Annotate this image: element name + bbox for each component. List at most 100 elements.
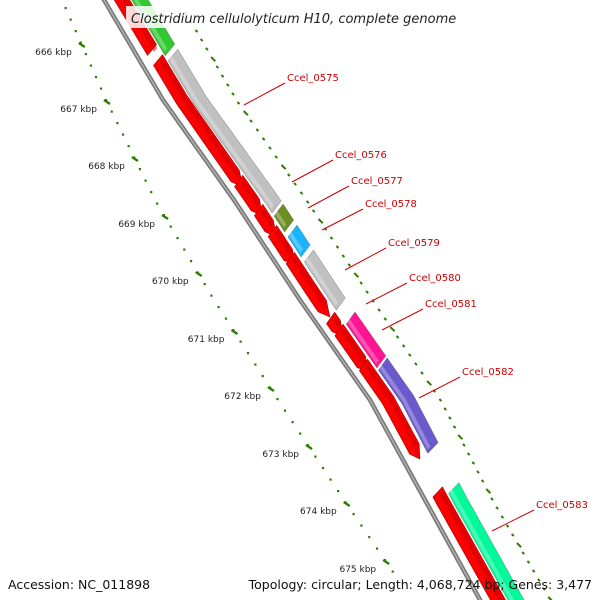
gene-leader-line [307,185,350,209]
feature-block [448,482,525,600]
ruler-dot [144,179,147,182]
outer-ruler-tick [438,398,443,402]
ruler-dot [121,133,125,136]
ruler-dot [110,110,113,113]
gene-label[interactable]: Ccel_0576 [335,150,387,161]
feature-track [131,0,525,600]
ruler-dot [368,536,371,539]
kbp-tick-label: 672 kbp [224,392,261,402]
outer-ruler-tick [426,380,432,386]
outer-ruler-tick [521,551,525,555]
ruler-dot [69,18,72,21]
outer-ruler-tick [249,119,253,123]
ruler-dot [79,41,82,44]
gene-label[interactable]: Ccel_0581 [425,299,477,310]
cds-feature [359,358,421,460]
outer-ruler-tick [311,209,316,213]
ruler-dot [254,363,257,366]
kbp-major-tick [343,501,351,507]
feature-block [345,311,387,369]
kbp-tick-label: 673 kbp [262,450,299,460]
feature-block [167,48,282,214]
cds-shade [292,256,328,308]
gene-label[interactable]: Ccel_0575 [287,73,339,84]
kbp-tick-label: 666 kbp [35,48,72,58]
ruler-dot [169,225,172,228]
feature-highlight [273,208,287,228]
outer-ruler-tick [377,308,381,312]
map-title: Clostridium cellulolyticum H10, complete… [131,12,456,27]
ruler-dot [299,432,302,435]
outer-ruler-tick [215,65,220,69]
outer-ruler-tick [293,182,297,186]
kbp-major-tick [230,329,239,335]
kbp-major-tick [194,271,203,277]
outer-ruler-tick [383,317,388,321]
cds-shade [439,490,505,600]
outer-ruler-tick [226,83,230,87]
ruler-dot [156,202,159,205]
kbp-major-tick [161,214,169,220]
ruler-dot [321,467,325,470]
kbp-tick-label: 670 kbp [152,277,189,287]
outer-ruler-tick [199,38,204,42]
gene-label[interactable]: Ccel_0583 [536,500,588,511]
feature-block [378,357,439,454]
kbp-tick-label: 674 kbp [300,507,337,517]
backbone-highlight [103,0,481,600]
outer-ruler-tick [457,434,464,440]
outer-ruler-tick [452,425,457,429]
gene-leader-line [418,376,461,399]
feature-highlight [287,229,303,253]
outer-ruler-tick [274,155,279,159]
outer-ruler-tick [365,290,369,294]
ruler-dot [127,145,130,148]
genome-backbone [101,0,483,600]
ruler-dot [74,30,77,33]
ruler-dot [84,53,87,56]
cds-shade [159,58,241,178]
gene-label[interactable]: Ccel_0577 [351,176,403,187]
feature-block [287,224,311,258]
title-background [126,6,442,28]
outer-ruler-tick [547,596,553,600]
gene-leader-line [381,308,424,331]
gene-leader-line [344,247,387,271]
outer-ruler-tick [511,533,515,537]
outer-ruler-tick [280,164,287,170]
kbp-major-tick [305,444,313,450]
ruler-dot [203,283,206,286]
ruler-dot [276,398,279,401]
feature-highlight [377,362,431,450]
outer-ruler-tick [485,488,492,494]
outer-ruler-tick [268,146,272,150]
outer-ruler-tick [261,137,266,141]
ruler-dot [183,248,186,251]
outer-ruler-tick [317,218,324,224]
ruler-dot [246,352,250,355]
outer-ruler-tick [255,128,260,132]
gene-label[interactable]: Ccel_0579 [388,238,440,249]
kbp-tick-label: 671 kbp [188,335,225,345]
cds-shade [332,316,342,328]
outer-ruler-tick [480,479,485,483]
kbp-major-tick [103,99,111,105]
kbp-tick-label: 669 kbp [118,220,155,230]
gene-leader-line [321,208,364,231]
outer-ruler-tick [231,92,235,96]
ruler-dot [94,76,98,79]
gene-label[interactable]: Ccel_0578 [365,199,417,210]
ruler-dot [337,490,340,493]
outer-ruler-tick [420,371,424,375]
outer-ruler-tick [299,191,304,195]
outer-ruler-tick [395,335,400,339]
outer-ruler-tick [408,353,412,357]
outer-ruler-tick [537,578,541,582]
kbp-ruler: 666 kbp 667 kbp 668 kbp 669 kbp 670 kbp 671 k… [35,7,553,600]
cds-shade [260,208,275,228]
gene-label[interactable]: Ccel_0580 [409,273,461,284]
gene-leader-line [243,82,286,106]
ruler-dot [283,409,287,412]
gene-label[interactable]: Ccel_0582 [462,367,514,378]
